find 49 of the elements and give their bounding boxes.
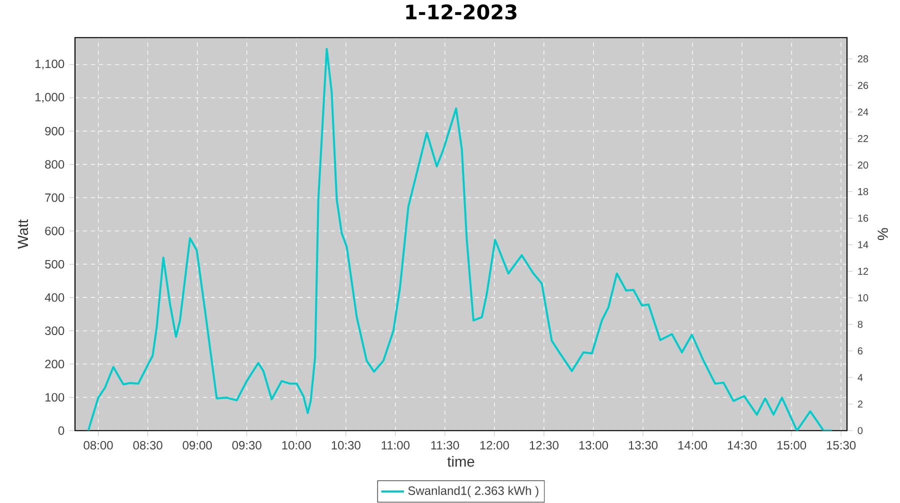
y-tick-label: 600 [45, 226, 64, 236]
y2-tick-label: 0 [858, 427, 863, 434]
y-axis-title: Watt [18, 220, 28, 250]
y-tick-label: 400 [44, 293, 64, 302]
x-tick-label: 15:30 [826, 441, 856, 450]
y-tick-label: 500 [45, 260, 64, 269]
y2-tick-label: 4 [858, 374, 863, 382]
x-tick-label: 12:30 [530, 441, 558, 450]
y2-tick-label: 20 [858, 162, 868, 169]
y2-tick-label: 24 [858, 108, 868, 116]
y-tick-label: 700 [45, 194, 64, 202]
y2-axis-title: % [878, 228, 888, 240]
x-tick-label: 08:00 [84, 441, 113, 450]
x-tick-label: 08:30 [133, 441, 162, 450]
y2-tick-label: 10 [858, 294, 868, 302]
chart-title: 1-12-2023 [406, 4, 516, 20]
line-series [87, 48, 834, 431]
x-tick-label: 14:30 [728, 441, 757, 450]
y2-tick-label: 12 [858, 268, 868, 275]
y2-tick-label: 2 [858, 400, 862, 408]
x-tick-label: 11:00 [382, 441, 410, 450]
y2-tick-label: 8 [858, 321, 863, 328]
y-tick-label: 1,000 [35, 93, 64, 103]
y-tick-label: 1,100 [35, 60, 64, 70]
y-tick-label: 800 [45, 160, 64, 169]
x-tick-label: 15:00 [777, 441, 806, 450]
y-tick-label: 100 [45, 393, 64, 402]
y2-tick-label: 14 [858, 241, 868, 248]
x-tick-label: 10:00 [282, 441, 311, 450]
x-tick-label: 12:00 [480, 441, 509, 450]
x-tick-label: 14:00 [678, 441, 708, 450]
y-tick-label: 200 [45, 360, 64, 368]
y-tick-label: 300 [45, 326, 64, 336]
y-tick-label: 900 [45, 127, 64, 136]
legend-label: Swanland1( 2.363 kWh ) [408, 486, 538, 498]
y2-tick-label: 6 [858, 348, 863, 355]
x-tick-label: 09:00 [182, 441, 212, 450]
x-tick-label: 10:30 [332, 441, 360, 450]
x-tick-label: 11:30 [431, 441, 460, 450]
y2-tick-label: 18 [858, 188, 868, 196]
x-tick-label: 09:30 [232, 441, 262, 450]
y2-tick-label: 28 [858, 55, 868, 63]
y2-tick-label: 16 [858, 214, 868, 222]
y2-tick-label: 26 [858, 82, 868, 90]
x-tick-label: 13:30 [628, 441, 658, 450]
x-tick-label: 13:00 [579, 441, 608, 450]
y2-tick-label: 22 [858, 135, 868, 142]
x-axis-title: time [447, 456, 474, 467]
y-tick-label: 0 [58, 426, 64, 436]
